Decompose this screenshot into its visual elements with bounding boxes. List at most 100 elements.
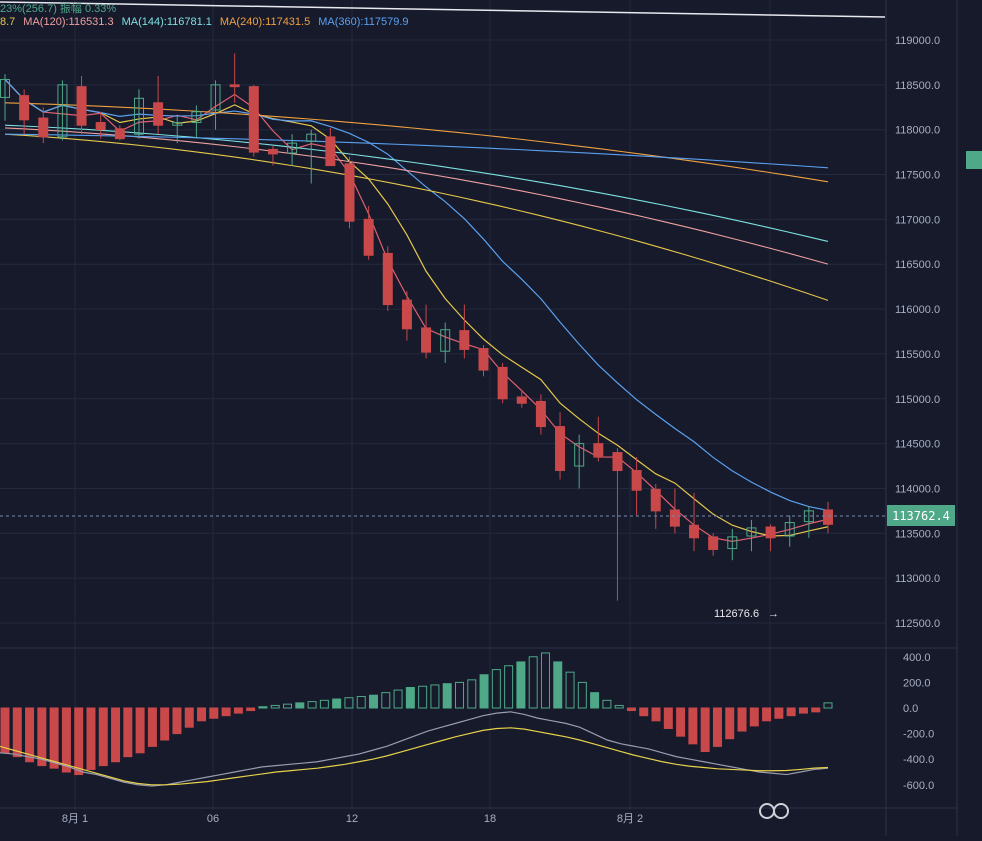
- candle: [708, 533, 719, 556]
- candle: [153, 75, 164, 135]
- macd-bar: [135, 707, 145, 754]
- macd-bar: [74, 707, 84, 776]
- candle: [459, 304, 470, 359]
- price-tick-label: 118500.0: [895, 80, 940, 92]
- macd-tick-label: 0.0: [903, 703, 918, 715]
- macd-bar: [25, 707, 35, 763]
- ma-line: [4, 127, 829, 265]
- macd-bar: [626, 707, 636, 712]
- macd-bar: [639, 707, 649, 717]
- macd-bar: [577, 681, 587, 709]
- time-tick-label: 8月 1: [62, 813, 88, 825]
- macd-bar: [233, 707, 243, 714]
- candle: [574, 434, 585, 489]
- macd-bar: [479, 674, 489, 709]
- low-price-label: 112676.6: [714, 608, 759, 620]
- candle: [440, 322, 451, 363]
- current-price-badge: [887, 505, 955, 526]
- macd-bar: [209, 707, 219, 719]
- macd-bar: [762, 707, 772, 722]
- price-tick-label: 115500.0: [895, 349, 940, 361]
- macd-bar: [319, 699, 329, 709]
- macd-bar: [528, 656, 538, 709]
- macd-bar: [246, 707, 256, 712]
- candle: [823, 501, 833, 534]
- candle: [555, 412, 566, 480]
- macd-bar: [712, 707, 722, 747]
- moving-average-lines: [4, 79, 829, 542]
- macd-bar: [823, 702, 833, 709]
- candle: [95, 111, 106, 139]
- macd-bar: [123, 707, 133, 758]
- macd-bar: [197, 707, 207, 722]
- candle: [248, 84, 259, 157]
- ma-legend-item: MA(144):116781.1: [121, 16, 212, 28]
- time-tick-label: 18: [484, 813, 496, 825]
- macd-bar: [369, 694, 379, 709]
- chart-grid: [0, 0, 957, 810]
- macd-bar: [49, 707, 59, 769]
- macd-bar: [295, 702, 305, 709]
- price-tick-label: 116500.0: [895, 259, 940, 271]
- ma-line: [4, 79, 829, 537]
- macd-bar: [651, 707, 661, 722]
- trend-line[interactable]: [0, 1, 886, 18]
- macd-bar: [614, 704, 624, 709]
- macd-axis: 400.0 200.0 0.0 -200.0 -400.0 -600.0: [903, 652, 934, 792]
- candle: [287, 134, 298, 166]
- macd-bar: [454, 681, 464, 709]
- watermark-logo: [759, 803, 789, 819]
- macd-bar: [270, 704, 280, 709]
- macd-bar: [491, 669, 501, 709]
- time-tick-label: 12: [346, 813, 358, 825]
- ma-line: [4, 102, 829, 183]
- ma-line: [4, 79, 829, 512]
- macd-bar: [12, 707, 22, 758]
- macd-bar: [663, 707, 673, 729]
- macd-bar: [565, 671, 575, 709]
- macd-bar: [590, 692, 600, 709]
- candle: [593, 416, 604, 462]
- candle: [689, 492, 700, 552]
- time-axis[interactable]: 8月 1 06 12 18 8月 2: [0, 807, 957, 825]
- price-axis[interactable]: 119000.0 118500.0 118000.0 117500.0 117000.0…: [885, 0, 982, 836]
- candle: [363, 205, 374, 260]
- macd-bar: [676, 707, 686, 737]
- macd-bar: [737, 707, 747, 732]
- candle: [727, 528, 738, 561]
- ma-line: [4, 133, 829, 301]
- ma-legend-item: MA(120):116531.3: [23, 16, 114, 28]
- candle: [76, 75, 87, 135]
- price-tick-label: 117000.0: [895, 214, 940, 226]
- macd-bar: [61, 707, 71, 773]
- macd-bar: [0, 707, 10, 754]
- candle: [382, 246, 393, 311]
- macd-bar: [37, 707, 47, 767]
- macd-bar: [258, 706, 268, 709]
- edge-price-badge: [966, 151, 982, 169]
- candle: [612, 448, 623, 601]
- ma-legend-item: MA(360):117579.9: [318, 16, 409, 28]
- macd-tick-label: -600.0: [903, 780, 934, 792]
- macd-bar: [504, 665, 514, 709]
- macd-bar: [442, 683, 452, 709]
- macd-bar: [774, 707, 784, 719]
- macd-bar: [688, 707, 698, 745]
- macd-bar: [516, 661, 526, 709]
- price-tick-label: 113500.0: [895, 528, 940, 540]
- macd-bar: [381, 692, 391, 709]
- ma-legend: 8.7 MA(120):116531.3 MA(144):116781.1 MA(24…: [0, 16, 417, 28]
- candle: [344, 156, 355, 229]
- price-tick-label: 114500.0: [895, 439, 940, 451]
- price-tick-label: 118000.0: [895, 125, 940, 137]
- candle: [421, 304, 432, 359]
- candle: [191, 105, 202, 139]
- ma-line: [4, 124, 829, 242]
- arrow-right-icon: →: [768, 608, 779, 620]
- macd-bar: [344, 697, 354, 709]
- macd-bar: [356, 695, 366, 709]
- candle: [765, 524, 776, 552]
- candle: [19, 89, 30, 135]
- candle: [306, 129, 317, 184]
